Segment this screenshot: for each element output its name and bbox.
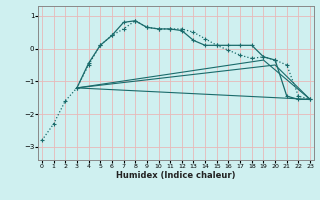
X-axis label: Humidex (Indice chaleur): Humidex (Indice chaleur): [116, 171, 236, 180]
